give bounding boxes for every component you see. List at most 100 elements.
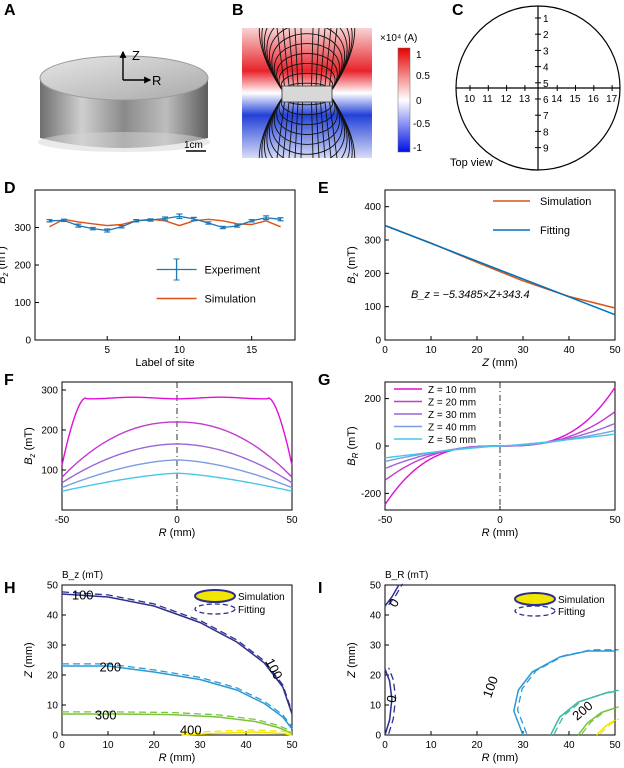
panel-label-e: E (318, 180, 329, 197)
site-label: 12 (501, 94, 513, 105)
contour-fitting (581, 706, 619, 735)
field-line (294, 101, 299, 158)
legend-label: Fitting (558, 607, 585, 618)
colorbar-tick: 0 (416, 96, 422, 107)
plot-box (61, 584, 293, 736)
x-tick-label: -50 (378, 515, 393, 526)
legend-label: Simulation (540, 196, 591, 208)
field-line (266, 93, 348, 158)
scale-bar-label: 1cm (184, 140, 203, 151)
legend-label: Simulation (558, 595, 605, 606)
x-tick-label: 40 (240, 740, 252, 751)
contour-label: 0 (385, 596, 402, 610)
legend-label: Experiment (205, 265, 261, 277)
field-line (276, 93, 338, 135)
series-z30 (61, 443, 293, 484)
colorbar-title: ×10⁴ (A) (380, 33, 417, 44)
y-tick-label: 20 (47, 671, 59, 682)
x-tick-label: 50 (609, 740, 621, 751)
y-tick-label: 200 (364, 269, 381, 280)
field-line (315, 101, 320, 158)
panel-label-h: H (4, 580, 16, 597)
panel-label-b: B (232, 2, 244, 19)
field-line (271, 93, 343, 155)
top-view-caption: Top view (450, 157, 493, 169)
field-line (300, 28, 303, 87)
x-tick-label: -50 (55, 515, 70, 526)
contour-simulation (513, 650, 615, 736)
colorbar-tick: -0.5 (413, 119, 431, 130)
x-axis-label: Label of site (135, 357, 194, 369)
x-axis-label: R (mm) (482, 752, 519, 764)
field-line (273, 43, 341, 95)
y-tick-label: 0 (375, 442, 381, 453)
y-tick-label: 10 (370, 701, 382, 712)
contour-simulation (62, 665, 293, 730)
panel-b-field-map (242, 28, 411, 158)
y-tick-label: 0 (52, 731, 58, 742)
site-label: 4 (543, 63, 549, 74)
x-tick-label: 50 (286, 515, 298, 526)
x-tick-label: 40 (563, 740, 575, 751)
y-tick-label: 50 (370, 581, 382, 592)
legend-simulation-symbol (194, 589, 236, 603)
x-axis-label: R (mm) (482, 527, 519, 539)
x-tick-label: 30 (194, 740, 206, 751)
x-tick-label: 15 (246, 345, 258, 356)
x-tick-label: 20 (148, 740, 160, 751)
field-line (282, 101, 290, 158)
contour-label: 0 (383, 694, 399, 704)
y-axis-label: Z (mm) (346, 642, 358, 678)
x-tick-label: 0 (497, 515, 503, 526)
x-tick-label: 50 (609, 345, 621, 356)
field-line (329, 28, 338, 87)
contour-fitting (62, 663, 293, 728)
field-line (269, 93, 345, 158)
y-tick-label: 0 (375, 731, 381, 742)
field-line (315, 28, 320, 87)
field-line (271, 33, 343, 95)
y-axis-label: Bz (mT) (0, 246, 10, 284)
field-line (276, 28, 285, 87)
chart-f: -50 0 50 100 200 300 R (mm) Bz (mT) (23, 381, 298, 539)
legend-label: Fitting (540, 225, 570, 237)
x-axis-label: Z (mm) (481, 357, 517, 369)
site-label: 6 (543, 95, 549, 106)
field-line (269, 28, 345, 95)
y-tick-label: 200 (364, 394, 381, 405)
x-tick-label: 30 (517, 345, 529, 356)
series-z40 (61, 459, 293, 489)
y-tick-label: 10 (47, 701, 59, 712)
axis-z-label: Z (132, 48, 140, 63)
y-axis-label: Bz (mT) (346, 246, 360, 284)
contour-fitting (553, 689, 619, 735)
y-tick-label: 20 (370, 671, 382, 682)
legend-label: Z = 50 mm (428, 435, 476, 446)
magnet-top (39, 55, 209, 101)
contour-title: B_z (mT) (62, 570, 103, 581)
y-axis-label: BR (mT) (346, 426, 360, 465)
site-label: 9 (543, 144, 549, 155)
site-label: 14 (551, 94, 563, 105)
contour-fitting (599, 718, 620, 735)
x-tick-label: 10 (102, 740, 114, 751)
legend-fitting-symbol (194, 603, 236, 615)
contour-label: 100 (480, 674, 502, 700)
field-line (300, 101, 303, 158)
y-axis-label: Z (mm) (23, 642, 35, 678)
x-tick-label: 5 (104, 345, 110, 356)
legend-label: Simulation (238, 592, 285, 603)
panel-label-d: D (4, 180, 16, 197)
contour-simulation (181, 731, 293, 736)
y-tick-label: 100 (364, 302, 381, 313)
contour-simulation (384, 668, 393, 736)
x-tick-label: 10 (425, 345, 437, 356)
series-z50 (384, 433, 616, 459)
x-tick-label: 50 (286, 740, 298, 751)
site-label: 17 (606, 94, 618, 105)
chart-g: -50 0 50 -200 0 200 R (mm) BR (mT) Z = 10 mm Z = … (346, 381, 621, 539)
magnet-cross-section (281, 85, 333, 103)
site-label: 8 (543, 127, 549, 138)
field-line (320, 28, 326, 87)
panel-label-c: C (452, 2, 464, 19)
